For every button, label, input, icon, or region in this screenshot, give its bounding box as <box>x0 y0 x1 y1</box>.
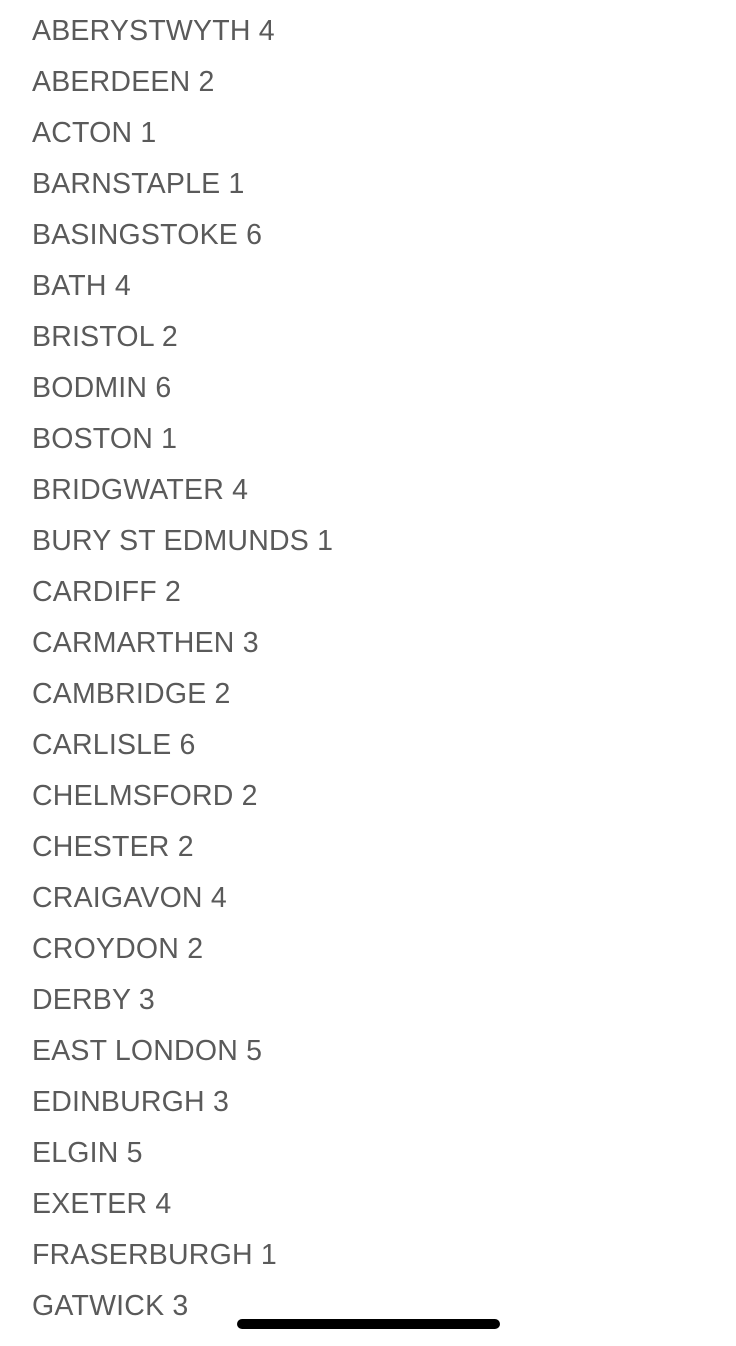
location-count: 2 <box>198 66 215 98</box>
list-item: BODMIN 6 <box>32 363 333 414</box>
list-item: ABERDEEN 2 <box>32 57 333 108</box>
location-count: 3 <box>212 1086 230 1118</box>
location-count: 2 <box>187 933 204 965</box>
list-item: EAST LONDON 5 <box>32 1026 333 1077</box>
list-item: ABERYSTWYTH 4 <box>32 6 333 57</box>
location-name: BURY ST EDMUNDS <box>32 525 309 557</box>
location-name: CARMARTHEN <box>32 627 235 659</box>
location-name: BOSTON <box>32 423 154 455</box>
location-name: BARNSTAPLE <box>32 168 221 200</box>
list-item: BARNSTAPLE 1 <box>32 159 333 210</box>
location-count: 1 <box>228 168 245 200</box>
location-count: 4 <box>258 15 275 47</box>
list-item: BRISTOL 2 <box>32 312 333 363</box>
location-count: 2 <box>214 678 231 710</box>
list-item: CARDIFF 2 <box>32 567 333 618</box>
location-count: 2 <box>241 780 258 812</box>
location-name: ABERYSTWYTH <box>32 15 251 47</box>
location-count: 6 <box>155 372 172 404</box>
location-name: DERBY <box>32 984 131 1016</box>
location-name: EAST LONDON <box>32 1035 238 1067</box>
list-item: ACTON 1 <box>32 108 333 159</box>
location-name: FRASERBURGH <box>32 1239 253 1271</box>
location-count: 6 <box>246 219 263 251</box>
location-name: BRIDGWATER <box>32 474 224 506</box>
location-name: BODMIN <box>32 372 148 404</box>
location-count: 5 <box>126 1137 143 1169</box>
list-item: BASINGSTOKE 6 <box>32 210 333 261</box>
location-count: 2 <box>161 321 178 353</box>
location-count: 3 <box>138 984 155 1016</box>
location-count: 1 <box>317 525 334 557</box>
location-count: 4 <box>232 474 249 506</box>
list-item: CRAIGAVON 4 <box>32 873 333 924</box>
location-name: CHELMSFORD <box>32 780 234 812</box>
location-name: CARLISLE <box>32 729 172 761</box>
list-item: CAMBRIDGE 2 <box>32 669 333 720</box>
list-item: EXETER 4 <box>32 1179 333 1230</box>
list-item: CROYDON 2 <box>32 924 333 975</box>
list-item: GATWICK 3 <box>32 1281 333 1332</box>
list-item: CHESTER 2 <box>32 822 333 873</box>
location-name: CAMBRIDGE <box>32 678 207 710</box>
location-count: 4 <box>210 882 227 914</box>
list-item: BURY ST EDMUNDS 1 <box>32 516 333 567</box>
location-count: 2 <box>165 576 182 608</box>
location-count: 1 <box>161 423 178 455</box>
list-item: BOSTON 1 <box>32 414 333 465</box>
location-name: CHESTER <box>32 831 170 863</box>
home-indicator[interactable] <box>237 1319 500 1329</box>
location-count: 2 <box>177 831 194 863</box>
location-name: BATH <box>32 270 107 302</box>
location-name: CROYDON <box>32 933 180 965</box>
location-count: 1 <box>140 117 157 149</box>
location-count: 1 <box>260 1239 277 1271</box>
location-name: ABERDEEN <box>32 66 191 98</box>
location-list: ABERYSTWYTH 4 ABERDEEN 2 ACTON 1 BARNSTAPLE… <box>32 6 333 1332</box>
location-count: 4 <box>155 1188 172 1220</box>
list-item: CHELMSFORD 2 <box>32 771 333 822</box>
list-item: EDINBURGH 3 <box>32 1077 333 1128</box>
location-name: ACTON <box>32 117 133 149</box>
location-count: 3 <box>242 627 259 659</box>
list-item: BATH 4 <box>32 261 333 312</box>
location-name: GATWICK <box>32 1290 165 1322</box>
location-count: 6 <box>179 729 196 761</box>
list-item: BRIDGWATER 4 <box>32 465 333 516</box>
location-name: CARDIFF <box>32 576 157 608</box>
list-item: FRASERBURGH 1 <box>32 1230 333 1281</box>
location-name: BRISTOL <box>32 321 154 353</box>
location-count: 5 <box>246 1035 263 1067</box>
location-name: EDINBURGH <box>32 1086 205 1118</box>
location-count: 4 <box>114 270 131 302</box>
list-item: CARMARTHEN 3 <box>32 618 333 669</box>
location-name: BASINGSTOKE <box>32 219 238 251</box>
list-item: CARLISLE 6 <box>32 720 333 771</box>
location-name: EXETER <box>32 1188 148 1220</box>
location-name: ELGIN <box>32 1137 119 1169</box>
list-item: ELGIN 5 <box>32 1128 333 1179</box>
list-item: DERBY 3 <box>32 975 333 1026</box>
location-count: 3 <box>172 1290 189 1322</box>
location-name: CRAIGAVON <box>32 882 203 914</box>
